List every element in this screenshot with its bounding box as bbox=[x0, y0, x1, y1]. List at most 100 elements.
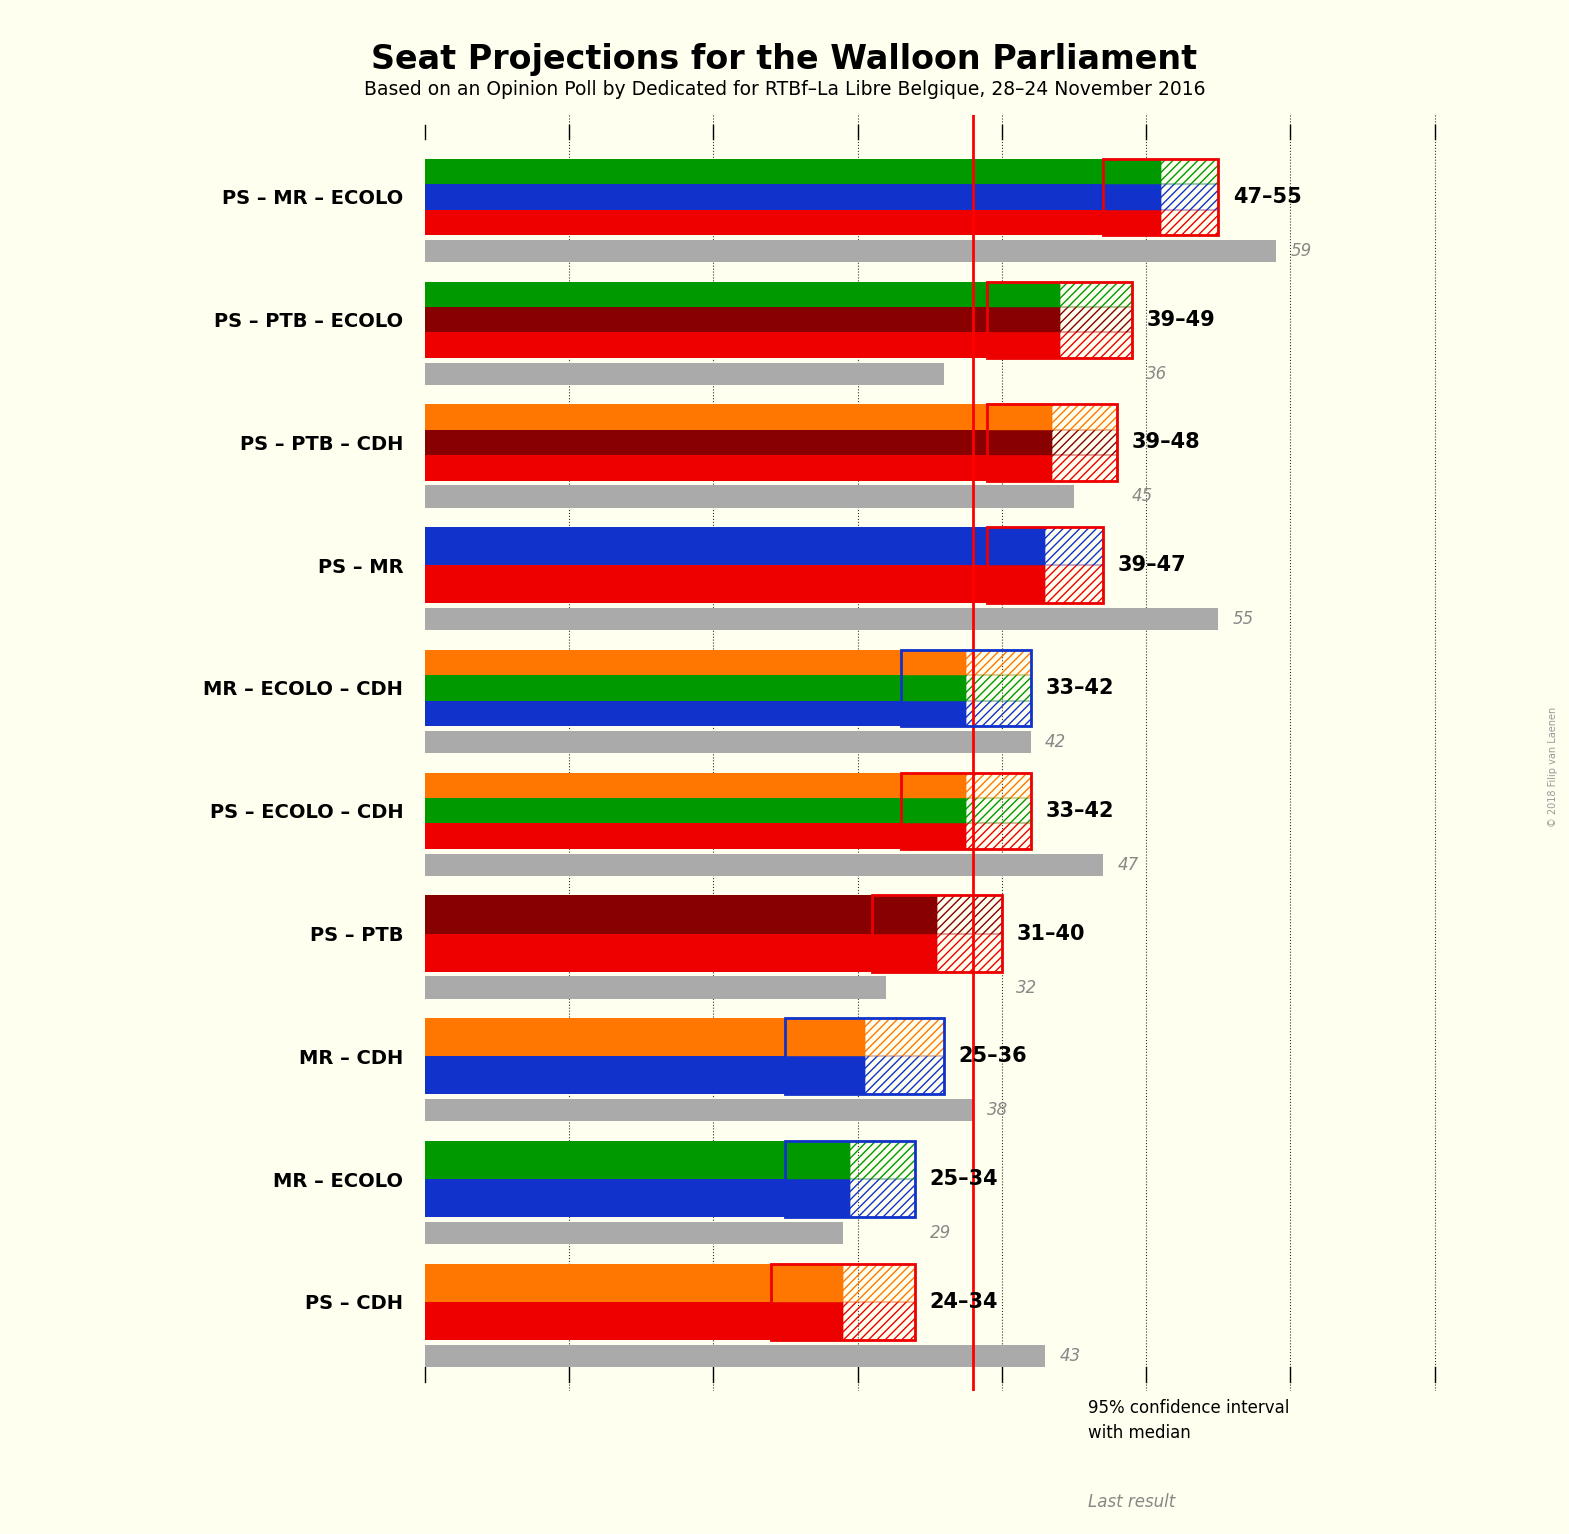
Bar bbox=[987, 405, 1053, 430]
Bar bbox=[967, 650, 1031, 675]
Bar bbox=[1161, 210, 1219, 235]
Bar bbox=[786, 1057, 865, 1094]
Bar bbox=[987, 307, 1059, 333]
Bar bbox=[865, 1019, 945, 1057]
Bar bbox=[425, 934, 872, 971]
Bar bbox=[901, 798, 967, 824]
Bar bbox=[1103, 210, 1161, 235]
Text: 47: 47 bbox=[1117, 856, 1139, 874]
Bar bbox=[425, 798, 901, 824]
Bar bbox=[901, 773, 967, 798]
Bar bbox=[786, 1141, 915, 1216]
Bar bbox=[937, 896, 1003, 934]
Text: 43: 43 bbox=[1059, 1347, 1081, 1365]
Bar bbox=[901, 650, 1031, 726]
Bar bbox=[987, 282, 1059, 307]
Bar bbox=[425, 485, 1075, 508]
Bar bbox=[770, 1264, 843, 1302]
Bar bbox=[770, 1264, 915, 1339]
Bar bbox=[1053, 405, 1117, 430]
Text: 25–34: 25–34 bbox=[930, 1169, 998, 1189]
Text: 42: 42 bbox=[1045, 733, 1067, 752]
Bar bbox=[425, 307, 987, 333]
Bar bbox=[425, 1264, 770, 1302]
Bar bbox=[425, 977, 886, 999]
Bar bbox=[425, 405, 987, 430]
Bar bbox=[1103, 160, 1161, 184]
Bar bbox=[425, 184, 1103, 210]
Bar bbox=[425, 528, 987, 565]
Bar bbox=[987, 282, 1131, 357]
Bar bbox=[872, 934, 937, 971]
Bar bbox=[987, 333, 1059, 357]
Bar bbox=[987, 565, 1045, 603]
Bar bbox=[967, 824, 1031, 848]
Bar bbox=[1053, 456, 1117, 480]
Text: 59: 59 bbox=[1290, 242, 1312, 259]
Bar bbox=[1059, 333, 1131, 357]
Text: 24–34: 24–34 bbox=[930, 1292, 998, 1312]
Bar bbox=[967, 675, 1031, 701]
Bar bbox=[872, 896, 937, 934]
Bar bbox=[425, 773, 901, 798]
Bar bbox=[770, 1302, 843, 1339]
Bar bbox=[901, 824, 967, 848]
Bar bbox=[987, 528, 1103, 603]
Bar bbox=[786, 1019, 945, 1094]
Text: 33–42: 33–42 bbox=[1045, 678, 1114, 698]
Text: Seat Projections for the Walloon Parliament: Seat Projections for the Walloon Parliam… bbox=[372, 43, 1197, 77]
Text: 47–55: 47–55 bbox=[1233, 187, 1302, 207]
Text: 38: 38 bbox=[987, 1101, 1009, 1120]
Bar bbox=[1233, 1442, 1305, 1479]
Bar bbox=[967, 798, 1031, 824]
Bar bbox=[987, 430, 1053, 456]
Bar bbox=[425, 1302, 770, 1339]
Bar bbox=[1161, 160, 1219, 184]
Bar bbox=[843, 1264, 915, 1302]
Bar bbox=[425, 456, 987, 480]
Bar bbox=[967, 701, 1031, 726]
Bar bbox=[872, 896, 1003, 971]
Text: 55: 55 bbox=[1233, 611, 1254, 629]
Bar bbox=[850, 1180, 915, 1216]
Text: 32: 32 bbox=[1017, 979, 1037, 997]
Bar bbox=[425, 1345, 1045, 1367]
Bar bbox=[425, 854, 1103, 876]
Bar bbox=[1045, 565, 1103, 603]
Bar bbox=[425, 1141, 786, 1180]
Bar bbox=[1059, 307, 1131, 333]
Bar bbox=[425, 675, 901, 701]
Text: 29: 29 bbox=[930, 1224, 951, 1243]
Bar bbox=[1053, 430, 1117, 456]
Bar bbox=[425, 1019, 786, 1057]
Bar bbox=[987, 528, 1045, 565]
Bar bbox=[425, 896, 872, 934]
Bar bbox=[1089, 1442, 1161, 1479]
Bar bbox=[937, 934, 1003, 971]
Bar bbox=[967, 773, 1031, 798]
Bar bbox=[425, 650, 901, 675]
Bar bbox=[425, 160, 1103, 184]
Text: 36: 36 bbox=[1147, 365, 1167, 382]
Bar bbox=[425, 607, 1219, 630]
Text: Last result: Last result bbox=[1089, 1493, 1175, 1511]
Bar bbox=[425, 732, 1031, 753]
Text: 45: 45 bbox=[1131, 488, 1153, 506]
Bar bbox=[1161, 1442, 1233, 1479]
Bar bbox=[425, 239, 1276, 262]
Text: 33–42: 33–42 bbox=[1045, 801, 1114, 821]
Bar bbox=[425, 1223, 843, 1244]
Bar bbox=[425, 565, 987, 603]
Bar bbox=[786, 1180, 850, 1216]
Bar bbox=[987, 456, 1053, 480]
Text: 39–48: 39–48 bbox=[1131, 433, 1200, 453]
Bar bbox=[850, 1141, 915, 1180]
Bar bbox=[901, 675, 967, 701]
Text: 31–40: 31–40 bbox=[1017, 923, 1084, 943]
Bar bbox=[901, 773, 1031, 848]
Bar bbox=[901, 650, 967, 675]
Bar bbox=[865, 1057, 945, 1094]
Bar bbox=[987, 405, 1117, 480]
Bar bbox=[425, 210, 1103, 235]
Text: 39–47: 39–47 bbox=[1117, 555, 1186, 575]
